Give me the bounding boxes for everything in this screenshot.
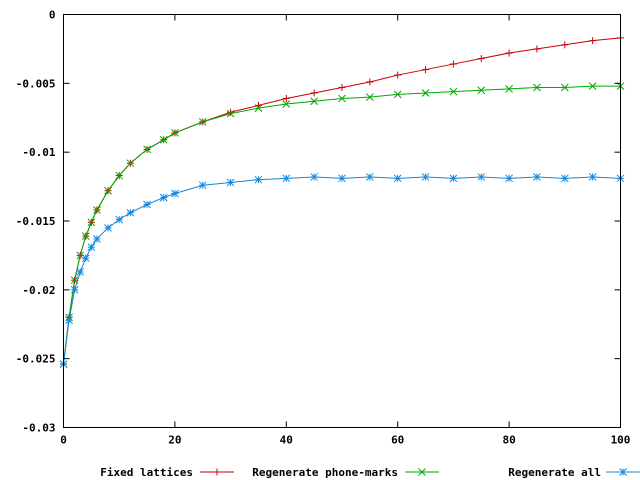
series-2-point [115, 171, 124, 180]
series-3-point [65, 316, 73, 324]
legend: Fixed lattices Regenerate phone-marks Rege… [100, 466, 640, 479]
series-3-point [477, 173, 486, 181]
series-3-point [81, 254, 90, 263]
legend-marker [418, 468, 426, 476]
series-2-point [226, 109, 235, 118]
series-3-point [282, 174, 291, 183]
x-tick-label: 60 [391, 434, 404, 447]
series-1-point [338, 83, 346, 91]
series-3-point [338, 174, 346, 183]
series-3-point [104, 224, 112, 232]
series-1-point [477, 55, 485, 63]
series-2-point [254, 104, 263, 112]
x-tick-label: 80 [502, 434, 515, 447]
y-tick-label: -0.02 [22, 284, 55, 297]
series-2-point [282, 100, 291, 108]
series-2-point [143, 145, 151, 154]
series-1-point [533, 45, 541, 53]
series-3-point [421, 173, 430, 181]
series-2-point [533, 83, 541, 92]
series-1-point [366, 78, 374, 86]
y-tick-label: -0.025 [16, 353, 56, 366]
series-2-point [588, 82, 597, 90]
series-2-point [81, 232, 90, 240]
series-2-point [449, 87, 458, 96]
legend-marker [213, 468, 221, 476]
axis-ticks [63, 14, 621, 428]
x-tick-label: 0 [60, 434, 67, 447]
series-2-point [171, 129, 179, 137]
series-2-point [421, 89, 430, 97]
series-2-point [126, 159, 135, 168]
series-2-point [505, 84, 513, 93]
series-2-point [159, 135, 168, 144]
y-tick-label: -0.01 [22, 146, 55, 159]
x-tick-label: 20 [168, 434, 181, 447]
y-tick-label: -0.03 [22, 422, 55, 435]
series-2-point [87, 218, 96, 227]
series-3-point [76, 268, 85, 276]
series-2-point [93, 206, 101, 214]
series-1-point [561, 41, 569, 49]
series-3-point [393, 174, 402, 183]
series-1-point [422, 66, 430, 74]
series-3-point [533, 173, 541, 181]
series-3-point [143, 200, 151, 209]
series-3-point [171, 189, 179, 198]
series-1-point [282, 94, 290, 102]
series-1-point [227, 108, 235, 116]
series-2-point [477, 86, 486, 95]
x-tick-label: 100 [611, 434, 631, 447]
series-2-point [198, 118, 207, 126]
x-tick-label: 40 [280, 434, 293, 447]
series-2-point [560, 83, 569, 92]
series-2-point [104, 186, 112, 195]
series-3-point [254, 175, 263, 184]
series-3-point [159, 193, 168, 202]
legend-label: Fixed lattices [100, 466, 193, 479]
legend-item: Fixed lattices [100, 466, 234, 479]
series-3-point [87, 243, 96, 252]
series-2-point [365, 93, 374, 101]
series-2-point [393, 90, 402, 99]
series-3-point [449, 174, 458, 183]
series-3-point [365, 173, 374, 181]
legend-marker [619, 468, 627, 476]
axis-tick-labels: 0 20 40 60 80 100 0 -0.005 -0.01 -0.015 -0.02 -0.02… [16, 9, 631, 447]
series-3-point [310, 173, 319, 181]
legend-item: Regenerate phone-marks [252, 466, 439, 479]
legend-label: Regenerate phone-marks [252, 466, 398, 479]
series-1-point [589, 37, 597, 45]
y-tick-label: -0.015 [16, 215, 56, 228]
series-2-point [70, 276, 79, 285]
series-3-point [588, 173, 597, 181]
series-3-point [560, 174, 569, 183]
series-2-point [310, 97, 319, 106]
series-3-point [226, 178, 235, 187]
series-3-point [70, 285, 79, 294]
y-tick-label: -0.005 [16, 77, 56, 90]
series-1-point [394, 71, 402, 79]
series-3-point [126, 208, 135, 217]
legend-label: Regenerate all [508, 466, 601, 479]
series-3-point [93, 235, 101, 243]
series-1-point [449, 60, 457, 68]
series-3-point [198, 181, 207, 190]
series-3-point [115, 215, 124, 224]
series-1-point [310, 89, 318, 97]
series-2-point [338, 94, 346, 103]
series-3-point [505, 174, 513, 183]
y-tick-label: 0 [49, 9, 56, 22]
series-1-point [505, 49, 513, 57]
legend-item: Regenerate all [508, 466, 640, 479]
